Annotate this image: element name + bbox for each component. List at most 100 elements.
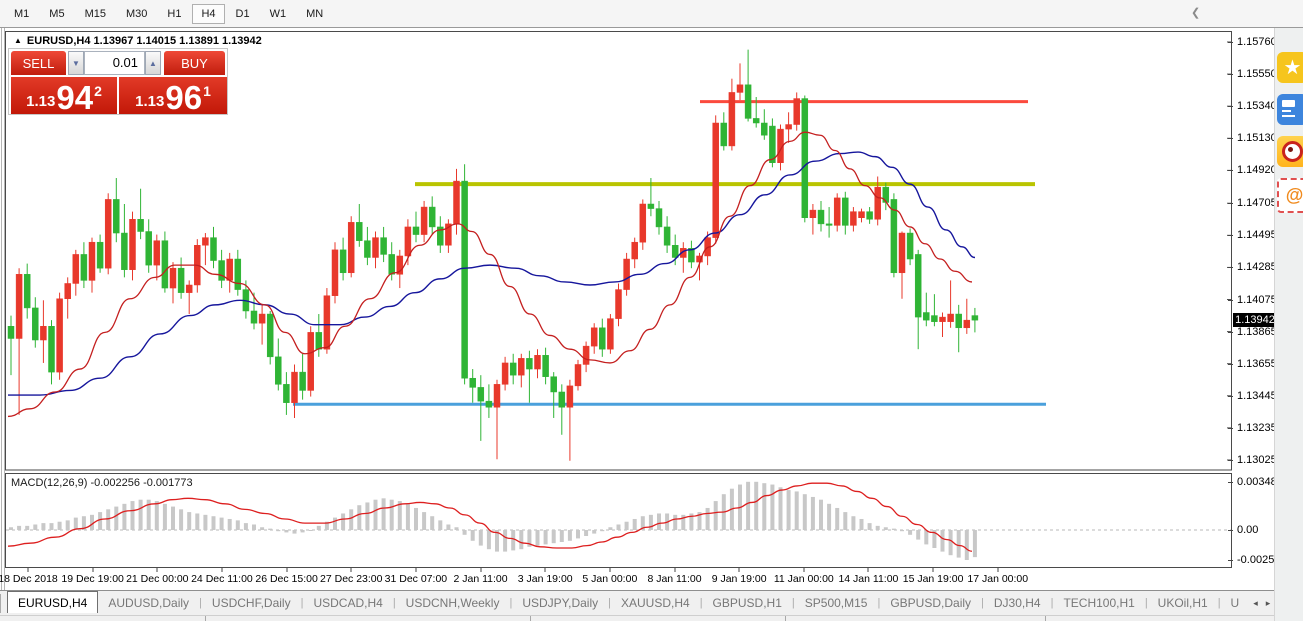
favorites-star-icon[interactable]: ★	[1277, 52, 1303, 83]
candle	[542, 355, 549, 377]
tab-scroll-left-icon[interactable]: ◂	[1253, 597, 1258, 608]
tab-usdcnh-weekly[interactable]: USDCNH,Weekly	[405, 596, 500, 610]
candle	[582, 345, 590, 365]
tab-tech100-h1[interactable]: TECH100,H1	[1063, 596, 1135, 610]
candle	[56, 298, 63, 373]
tab-separator: |	[300, 597, 304, 609]
candle	[428, 206, 436, 228]
candle	[923, 312, 930, 321]
sell-button[interactable]: SELL	[11, 51, 66, 75]
candle	[534, 355, 541, 370]
news-feed-icon[interactable]	[1277, 94, 1303, 125]
time-axis-label: 2 Jan 11:00	[453, 573, 508, 585]
tab-gbpusd-h1[interactable]: GBPUSD,H1	[712, 596, 782, 610]
tab-dj30-h4[interactable]: DJ30,H4	[993, 596, 1041, 610]
candle	[688, 248, 695, 263]
candle	[874, 186, 881, 220]
macd-bar	[454, 527, 459, 530]
candle	[947, 313, 954, 322]
macd-bar	[130, 501, 135, 530]
tab-u[interactable]: U	[1230, 596, 1240, 610]
candle	[32, 307, 39, 341]
tab-eurusd-h4[interactable]: EURUSD,H4	[7, 591, 99, 613]
candle	[712, 122, 719, 238]
time-axis-label: 24 Dec 11:00	[191, 573, 253, 585]
candle	[842, 197, 849, 226]
macd-bar	[57, 521, 62, 530]
price-axis-label: 1.13655	[1237, 357, 1277, 370]
tab-scroll-right-icon[interactable]: ▸	[1265, 597, 1271, 608]
timeframe-button-m15[interactable]: M15	[84, 7, 106, 20]
candle	[161, 240, 169, 289]
macd-bar	[462, 530, 467, 535]
tab-usdcad-h4[interactable]: USDCAD,H4	[313, 596, 383, 610]
timeframe-button-w1[interactable]: W1	[269, 7, 287, 20]
tab-scroll-notch[interactable]	[0, 593, 1, 613]
tab-usdjpy-daily[interactable]: USDJPY,Daily	[522, 596, 599, 610]
desktop-gutter	[1274, 28, 1303, 621]
volume-decrease-button[interactable]: ▼	[68, 51, 84, 75]
ma-slow-line	[8, 151, 976, 396]
one-click-trading-panel: SELL ▼ 0.01 ▲ BUY 1.13 94 2 1.13 96 1	[8, 48, 228, 115]
macd-bar	[559, 530, 564, 542]
tab-sp500-m15[interactable]: SP500,M15	[804, 596, 868, 610]
price-chart[interactable]	[5, 31, 1232, 568]
tab-ukoil-h1[interactable]: UKOil,H1	[1157, 596, 1208, 610]
macd-bar	[891, 528, 896, 530]
tab-audusd-daily[interactable]: AUDUSD,Daily	[108, 596, 190, 610]
candle	[939, 316, 946, 322]
candle	[258, 313, 266, 324]
timeframe-button-m30[interactable]: M30	[125, 7, 148, 20]
macd-bar	[405, 503, 410, 530]
timeframe-button-d1[interactable]: D1	[235, 7, 250, 20]
macd-bar	[883, 527, 888, 530]
candle	[356, 222, 363, 241]
macd-bar	[681, 514, 686, 530]
macd-bar	[397, 501, 402, 530]
tab-gbpusd-daily[interactable]: GBPUSD,Daily	[890, 596, 972, 610]
macd-bar	[746, 481, 751, 530]
candle	[218, 260, 225, 281]
candle	[769, 125, 776, 163]
volume-increase-button[interactable]: ▲	[145, 51, 161, 75]
macd-bar	[786, 490, 791, 530]
timeframe-button-m1[interactable]: M1	[14, 7, 30, 20]
time-axis-label: 3 Jan 19:00	[517, 573, 573, 585]
timeframe-button-h1[interactable]: H1	[167, 7, 182, 20]
candle	[364, 240, 371, 258]
candle	[129, 219, 136, 270]
macd-bar	[138, 499, 143, 530]
tab-xauusd-h4[interactable]: XAUUSD,H4	[621, 596, 690, 610]
buy-button[interactable]: BUY	[164, 51, 225, 75]
timeframe-button-h4[interactable]: H4	[192, 3, 225, 24]
macd-bar	[519, 530, 524, 550]
macd-bar	[381, 498, 386, 530]
weibo-icon[interactable]	[1277, 136, 1303, 167]
sell-price[interactable]: 1.13 94 2	[11, 77, 117, 114]
macd-bar	[924, 530, 929, 545]
macd-bar	[592, 530, 597, 534]
time-axis-label: 15 Jan 19:00	[902, 573, 964, 585]
macd-bar	[430, 516, 435, 530]
macd-bar	[648, 514, 653, 530]
macd-bar	[203, 514, 208, 530]
timeframe-button-mn[interactable]: MN	[306, 7, 324, 20]
candle	[615, 289, 622, 319]
candle	[955, 313, 962, 329]
tab-usdchf-daily[interactable]: USDCHF,Daily	[211, 596, 291, 610]
volume-input[interactable]: 0.01	[84, 51, 145, 75]
candle	[202, 237, 209, 246]
tab-separator: |	[1217, 597, 1221, 609]
candle	[153, 240, 161, 266]
macd-bar	[754, 481, 759, 530]
one-click-trading-collapse-icon[interactable]: ▲	[14, 36, 22, 45]
macd-bar	[122, 503, 127, 530]
timeframe-button-m5[interactable]: M5	[49, 7, 65, 20]
buy-price[interactable]: 1.13 96 1	[119, 77, 227, 114]
buy-price-small: 1.13	[135, 93, 165, 110]
candle	[64, 283, 71, 300]
mail-at-icon[interactable]: @	[1277, 178, 1303, 213]
candle	[469, 377, 476, 388]
toolbar-overflow-chevron-icon[interactable]: ❮	[1191, 7, 1201, 19]
tab-separator: |	[981, 597, 984, 609]
